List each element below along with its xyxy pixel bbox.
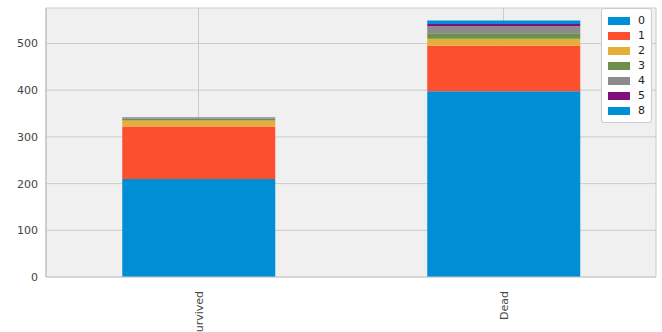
svg-text:200: 200	[17, 178, 38, 191]
svg-text:400: 400	[17, 84, 38, 97]
svg-text:300: 300	[17, 131, 38, 144]
svg-text:Survived: Survived	[193, 291, 206, 332]
html-text:5: 5	[638, 89, 645, 102]
svg-text:Dead: Dead	[498, 291, 511, 320]
html-text:2: 2	[638, 44, 645, 57]
svg-text:0: 0	[31, 271, 38, 284]
html-text:3: 3	[638, 59, 645, 72]
svg-text:100: 100	[17, 224, 38, 237]
svg-text:500: 500	[17, 37, 38, 50]
html-text:8: 8	[638, 104, 645, 117]
html-text:1: 1	[638, 29, 645, 42]
html-text:0: 0	[638, 14, 645, 27]
html-text:4: 4	[638, 74, 645, 87]
